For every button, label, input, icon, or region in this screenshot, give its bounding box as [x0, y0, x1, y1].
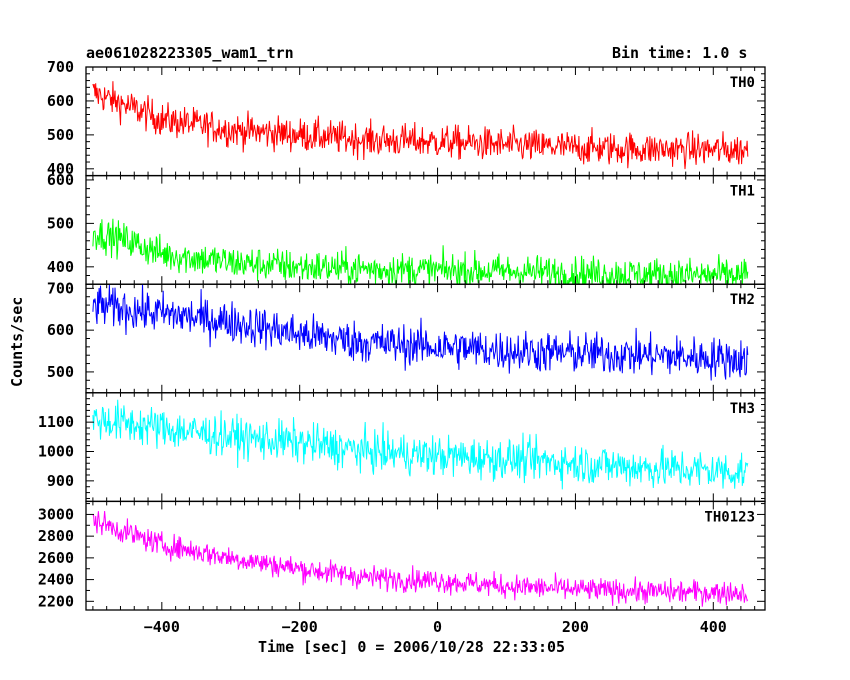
panel-frame-th0123 — [85, 500, 766, 611]
x-tick-label: −400 — [144, 618, 180, 636]
x-tick-label: 400 — [700, 618, 727, 636]
series-name-label: TH0123 — [704, 509, 755, 525]
y-tick-label: 2400 — [38, 571, 74, 589]
y-tick-label: 700 — [47, 279, 74, 297]
y-tick-label: 3000 — [38, 505, 74, 523]
chart-title: ae061028223305_wam1_trn — [86, 44, 294, 62]
y-tick-label: 500 — [47, 363, 74, 381]
y-tick-label: 700 — [47, 58, 74, 76]
series-name-label: TH0 — [730, 75, 755, 91]
series-line-th0123 — [92, 510, 749, 607]
y-tick-label: 2200 — [38, 592, 74, 610]
y-tick-label: 600 — [47, 321, 74, 339]
y-tick-label: 2600 — [38, 549, 74, 567]
y-tick-label: 1100 — [38, 413, 74, 431]
series-line-th3 — [92, 399, 749, 490]
x-tick-label: −200 — [282, 618, 318, 636]
y-tick-label: 1000 — [38, 443, 74, 461]
y-tick-label: 400 — [47, 258, 74, 276]
x-tick-label: 200 — [562, 618, 589, 636]
series-line-th1 — [92, 218, 749, 285]
x-axis-label: Time [sec] 0 = 2006/10/28 22:33:05 — [258, 638, 566, 656]
y-tick-label: 600 — [47, 171, 74, 189]
series-name-label: TH2 — [730, 292, 755, 308]
series-name-label: TH1 — [730, 184, 755, 200]
y-tick-label: 500 — [47, 214, 74, 232]
y-axis-label: Counts/sec — [8, 296, 26, 387]
y-tick-label: 600 — [47, 92, 74, 110]
x-tick-label: 0 — [433, 618, 442, 636]
y-tick-label: 2800 — [38, 527, 74, 545]
series-name-label: TH3 — [730, 401, 755, 417]
y-tick-label: 400 — [47, 160, 74, 178]
y-tick-label: 900 — [47, 472, 74, 490]
series-line-th0 — [92, 81, 749, 170]
y-tick-label: 500 — [47, 126, 74, 144]
bin-time-label: Bin time: 1.0 s — [612, 44, 748, 62]
series-line-th2 — [92, 284, 749, 381]
